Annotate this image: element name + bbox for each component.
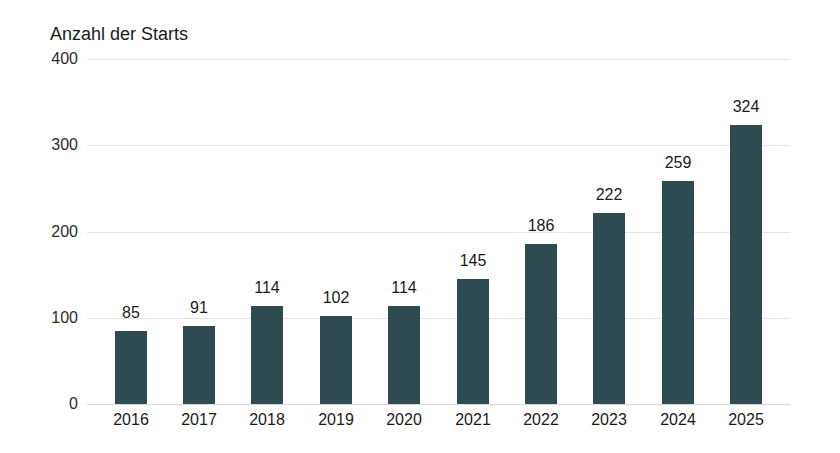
x-axis-tick-label: 2017 [165,412,233,428]
bar-value-label: 186 [509,218,573,234]
x-axis-tick-label: 2016 [97,412,165,428]
bar-2022 [525,244,557,404]
bar-2024 [662,181,694,404]
x-axis-tick-label: 2021 [439,412,507,428]
bar-value-label: 85 [99,305,163,321]
y-axis-tick-label: 100 [20,310,78,326]
bar-2016 [115,331,147,404]
x-axis-tick-label: 2024 [644,412,712,428]
x-axis-tick-label: 2018 [233,412,301,428]
y-axis-tick-label: 200 [20,224,78,240]
gridline [87,59,790,60]
bar-value-label: 259 [646,155,710,171]
bar-2017 [183,326,215,404]
bar-2020 [388,306,420,404]
y-axis-tick-label: 400 [20,51,78,67]
bar-2025 [730,125,762,404]
x-axis-tick-label: 2022 [507,412,575,428]
bar-value-label: 324 [714,99,778,115]
bar-value-label: 114 [372,280,436,296]
bar-2021 [457,279,489,404]
x-axis-tick-label: 2023 [575,412,643,428]
bar-2018 [251,306,283,404]
x-axis-tick-label: 2020 [370,412,438,428]
gridline [87,145,790,146]
bar-value-label: 114 [235,280,299,296]
bar-2019 [320,316,352,404]
y-axis-tick-label: 0 [20,396,78,412]
bar-2023 [593,213,625,404]
bar-chart: Anzahl der Starts 0 100 200 300 400 85 2016 91 2… [0,0,840,453]
x-axis-baseline [87,404,790,405]
chart-title: Anzahl der Starts [50,24,188,46]
y-axis-tick-label: 300 [20,137,78,153]
x-axis-tick-label: 2019 [302,412,370,428]
bar-value-label: 222 [577,187,641,203]
bar-value-label: 91 [167,300,231,316]
bar-value-label: 102 [304,290,368,306]
bar-value-label: 145 [441,253,505,269]
x-axis-tick-label: 2025 [712,412,780,428]
